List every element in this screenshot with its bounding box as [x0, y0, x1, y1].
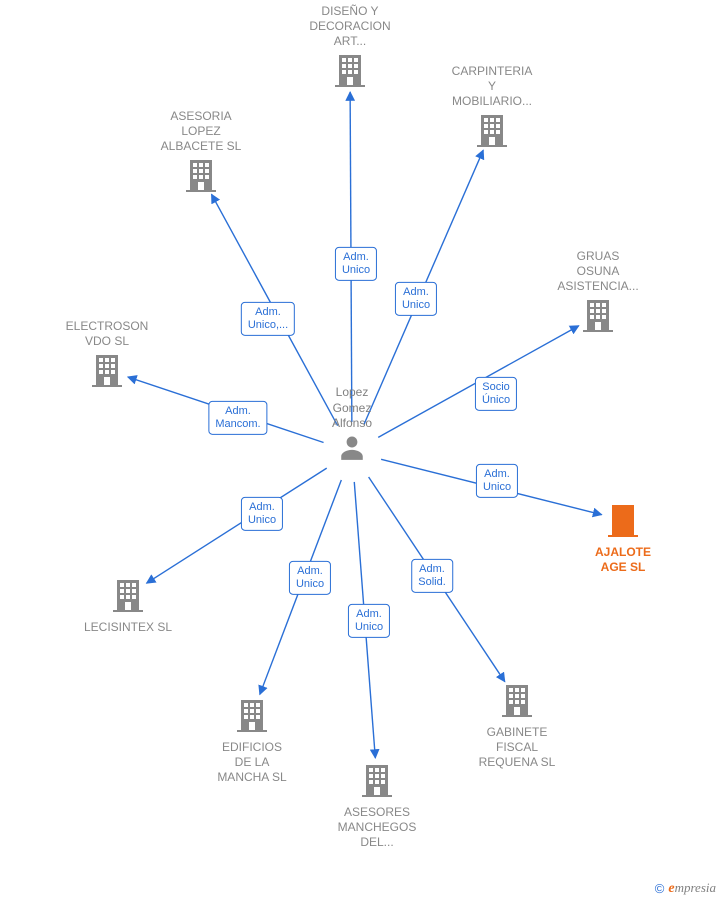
edge-label: Adm.Unico — [348, 604, 390, 638]
company-label: CARPINTERIAYMOBILIARIO... — [437, 64, 547, 109]
company-label: EDIFICIOSDE LAMANCHA SL — [197, 740, 307, 785]
edge-label: Adm.Unico — [335, 247, 377, 281]
company-node-ajalote[interactable]: AJALOTEAGE SL — [568, 503, 678, 575]
company-node-asesores[interactable]: ASESORESMANCHEGOSDEL... — [322, 763, 432, 850]
company-node-carpinteria[interactable]: CARPINTERIAYMOBILIARIO... — [437, 64, 547, 151]
company-label: ASESORESMANCHEGOSDEL... — [322, 805, 432, 850]
edge-label: Adm.Unico — [241, 497, 283, 531]
diagram-canvas: DISEÑO YDECORACIONART... CARPINTERIAYMOB… — [0, 0, 728, 905]
edge-label: SocioÚnico — [475, 377, 517, 411]
edge-label: Adm.Unico — [289, 561, 331, 595]
copyright-symbol: © — [655, 881, 665, 896]
brand-rest: mpresia — [675, 880, 716, 895]
edge-label: Adm.Unico — [476, 464, 518, 498]
company-label: DISEÑO YDECORACIONART... — [295, 4, 405, 49]
edge-label: Adm.Solid. — [411, 559, 453, 593]
company-label: ELECTROSONVDO SL — [52, 319, 162, 349]
center-node[interactable]: Lopez Gomez Alfonso — [317, 385, 387, 465]
company-node-asesoria[interactable]: ASESORIALOPEZALBACETE SL — [146, 109, 256, 196]
company-node-gruas[interactable]: GRUASOSUNAASISTENCIA... — [543, 249, 653, 336]
company-node-diseno[interactable]: DISEÑO YDECORACIONART... — [295, 4, 405, 91]
footer: © empresia — [655, 880, 716, 897]
company-label: GABINETEFISCALREQUENA SL — [462, 725, 572, 770]
center-label: Lopez Gomez Alfonso — [317, 385, 387, 432]
company-node-electroson[interactable]: ELECTROSONVDO SL — [52, 319, 162, 391]
company-node-lecisintex[interactable]: LECISINTEX SL — [73, 578, 183, 635]
edge-label: Adm.Unico,... — [241, 302, 295, 336]
edge-label: Adm.Unico — [395, 282, 437, 316]
company-node-gabinete[interactable]: GABINETEFISCALREQUENA SL — [462, 683, 572, 770]
brand: empresia — [668, 880, 716, 897]
company-label: AJALOTEAGE SL — [568, 545, 678, 575]
person-icon — [339, 434, 365, 462]
company-label: GRUASOSUNAASISTENCIA... — [543, 249, 653, 294]
company-label: ASESORIALOPEZALBACETE SL — [146, 109, 256, 154]
company-node-edificios[interactable]: EDIFICIOSDE LAMANCHA SL — [197, 698, 307, 785]
edge-label: Adm.Mancom. — [208, 401, 267, 435]
company-label: LECISINTEX SL — [73, 620, 183, 635]
